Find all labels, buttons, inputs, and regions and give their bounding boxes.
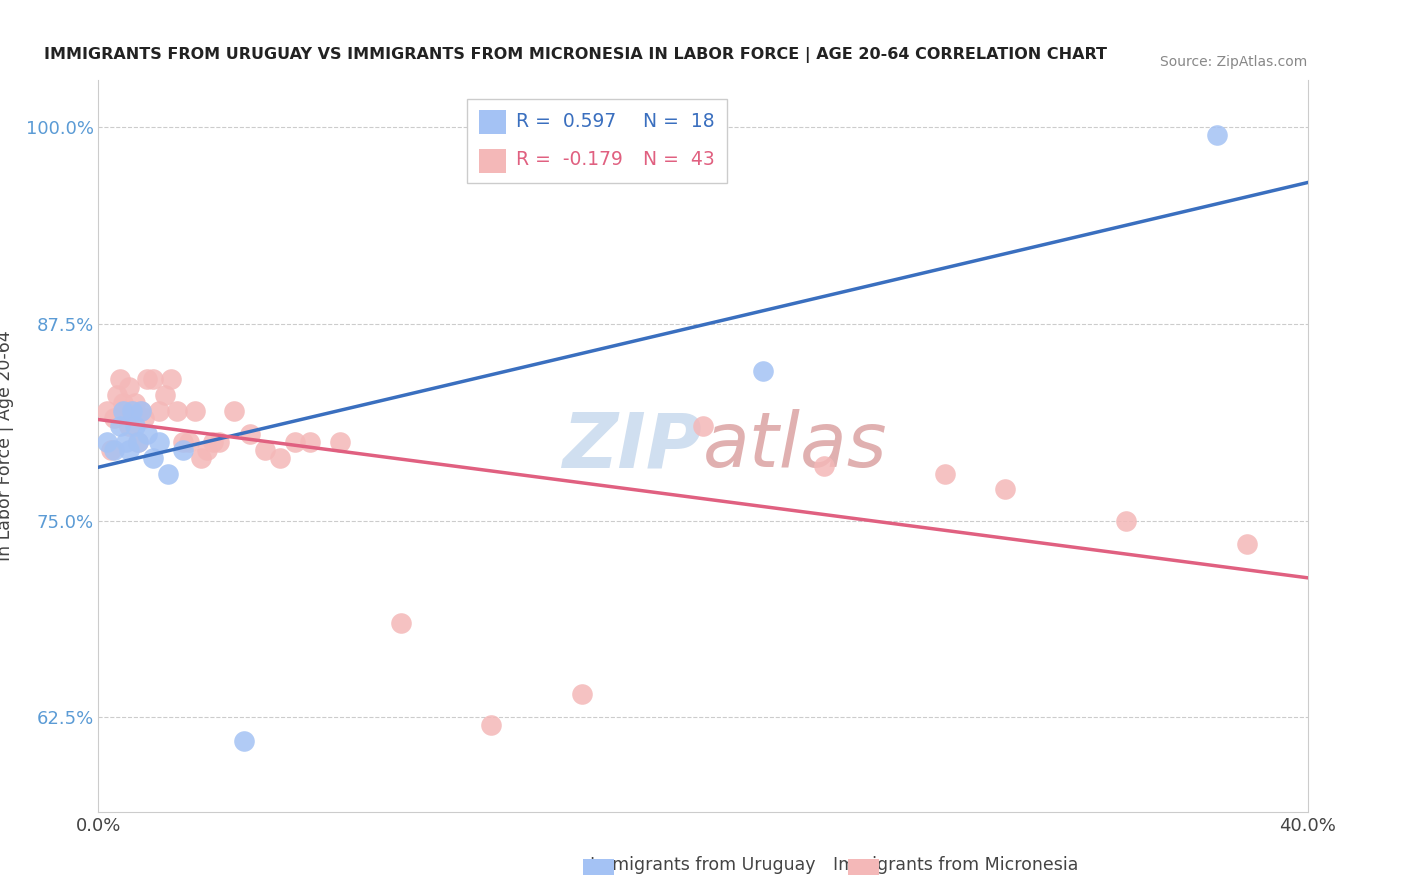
Point [299, 435, 322, 450]
Point [96, 435, 118, 450]
Point [253, 442, 276, 457]
Point [202, 435, 225, 450]
Point [156, 467, 179, 481]
Point [195, 442, 218, 457]
Point [153, 388, 176, 402]
Point [239, 427, 262, 442]
Text: R =  -0.179: R = -0.179 [516, 151, 623, 169]
Point [114, 403, 136, 417]
Point [127, 435, 149, 450]
Point [111, 403, 134, 417]
Point [129, 403, 152, 417]
Point [329, 435, 352, 450]
Point [135, 427, 157, 442]
Text: IMMIGRANTS FROM URUGUAY VS IMMIGRANTS FROM MICRONESIA IN LABOR FORCE | AGE 20-64: IMMIGRANTS FROM URUGUAY VS IMMIGRANTS FR… [44, 47, 1107, 63]
Y-axis label: In Labor Force | Age 20-64: In Labor Force | Age 20-64 [0, 331, 14, 561]
Point [160, 372, 183, 386]
Point [118, 442, 141, 457]
Point [100, 442, 122, 457]
Point [208, 435, 231, 450]
Point [172, 442, 194, 457]
Point [813, 458, 835, 473]
Point [166, 403, 188, 417]
Point [692, 419, 714, 434]
Text: N =  18: N = 18 [643, 112, 714, 131]
FancyBboxPatch shape [467, 99, 727, 183]
Text: R =  0.597: R = 0.597 [516, 112, 616, 131]
Point [148, 435, 170, 450]
Text: Immigrants from Micronesia: Immigrants from Micronesia [834, 856, 1078, 874]
Point [108, 372, 131, 386]
Text: ZIP: ZIP [564, 409, 703, 483]
Point [224, 403, 246, 417]
Bar [848, 859, 879, 875]
Point [1115, 514, 1137, 528]
Point [114, 435, 136, 450]
Point [190, 450, 212, 465]
Point [934, 467, 956, 481]
Point [142, 450, 165, 465]
Point [121, 403, 143, 417]
Text: Immigrants from Uruguay: Immigrants from Uruguay [591, 856, 815, 874]
FancyBboxPatch shape [479, 149, 506, 173]
Text: atlas: atlas [703, 409, 887, 483]
Point [232, 734, 254, 748]
Point [142, 372, 165, 386]
Point [111, 396, 134, 410]
Point [148, 403, 170, 417]
Point [1206, 128, 1229, 143]
Point [124, 396, 146, 410]
Text: Source: ZipAtlas.com: Source: ZipAtlas.com [1160, 55, 1308, 70]
Point [172, 435, 194, 450]
Point [994, 482, 1017, 496]
Point [103, 442, 125, 457]
Point [269, 450, 291, 465]
Point [135, 372, 157, 386]
Point [129, 403, 152, 417]
Point [389, 615, 412, 630]
Point [121, 403, 143, 417]
Point [124, 419, 146, 434]
Point [103, 411, 125, 425]
Point [108, 419, 131, 434]
Bar [583, 859, 614, 875]
Point [132, 411, 155, 425]
Text: N =  43: N = 43 [643, 151, 714, 169]
FancyBboxPatch shape [479, 111, 506, 135]
Point [118, 380, 141, 394]
Point [96, 403, 118, 417]
Point [1236, 537, 1258, 551]
Point [284, 435, 307, 450]
Point [118, 419, 141, 434]
Point [571, 687, 593, 701]
Point [184, 403, 207, 417]
Point [179, 435, 201, 450]
Point [752, 364, 775, 378]
Point [105, 388, 128, 402]
Point [481, 718, 503, 732]
Point [127, 435, 149, 450]
